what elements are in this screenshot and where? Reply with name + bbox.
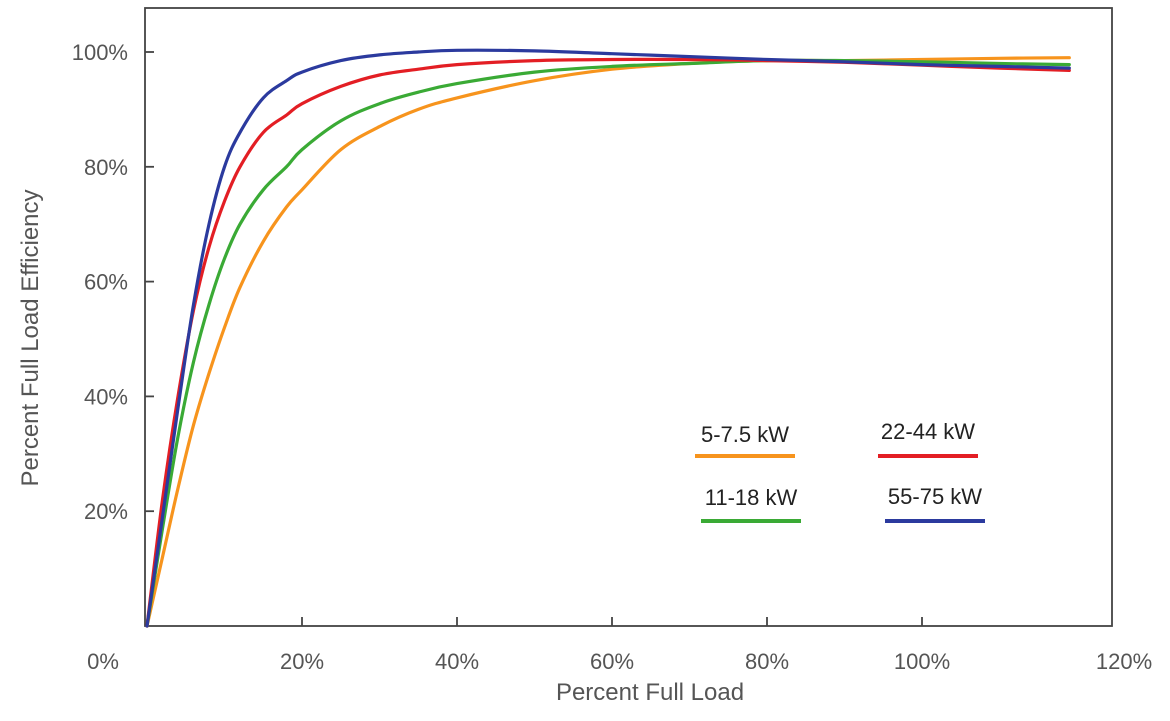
legend-label-11-18-kw: 11-18 kW	[705, 485, 798, 510]
series-line-55-75-kw	[145, 48, 1071, 628]
x-tick-label: 100%	[894, 649, 950, 674]
x-axis-title: Percent Full Load	[556, 679, 744, 706]
x-tick-label: 20%	[280, 649, 324, 674]
y-tick-label: 20%	[84, 499, 128, 524]
legend: 5-7.5 kW 11-18 kW 22-44 kW 55-75 kW	[695, 419, 985, 523]
x-tick-label: 0%	[87, 649, 119, 674]
y-tick-label: 80%	[84, 155, 128, 180]
y-axis-ticks: 20% 40% 60% 80% 100%	[72, 40, 154, 524]
y-axis-title: Percent Full Load Efficiency	[17, 189, 44, 486]
y-tick-label: 40%	[84, 384, 128, 409]
x-tick-label: 80%	[745, 649, 789, 674]
legend-label-22-44-kw: 22-44 kW	[881, 419, 975, 444]
x-axis-ticks: 0% 20% 40% 60% 80% 100% 120%	[87, 617, 1152, 674]
series-lines	[145, 48, 1071, 628]
legend-label-55-75-kw: 55-75 kW	[888, 484, 982, 509]
legend-label-5-7-5-kw: 5-7.5 kW	[701, 422, 789, 447]
x-tick-label: 60%	[590, 649, 634, 674]
x-tick-label: 120%	[1096, 649, 1152, 674]
x-tick-label: 40%	[435, 649, 479, 674]
y-tick-label: 60%	[84, 270, 128, 295]
y-tick-label: 100%	[72, 40, 128, 65]
plot-frame	[144, 7, 1113, 627]
